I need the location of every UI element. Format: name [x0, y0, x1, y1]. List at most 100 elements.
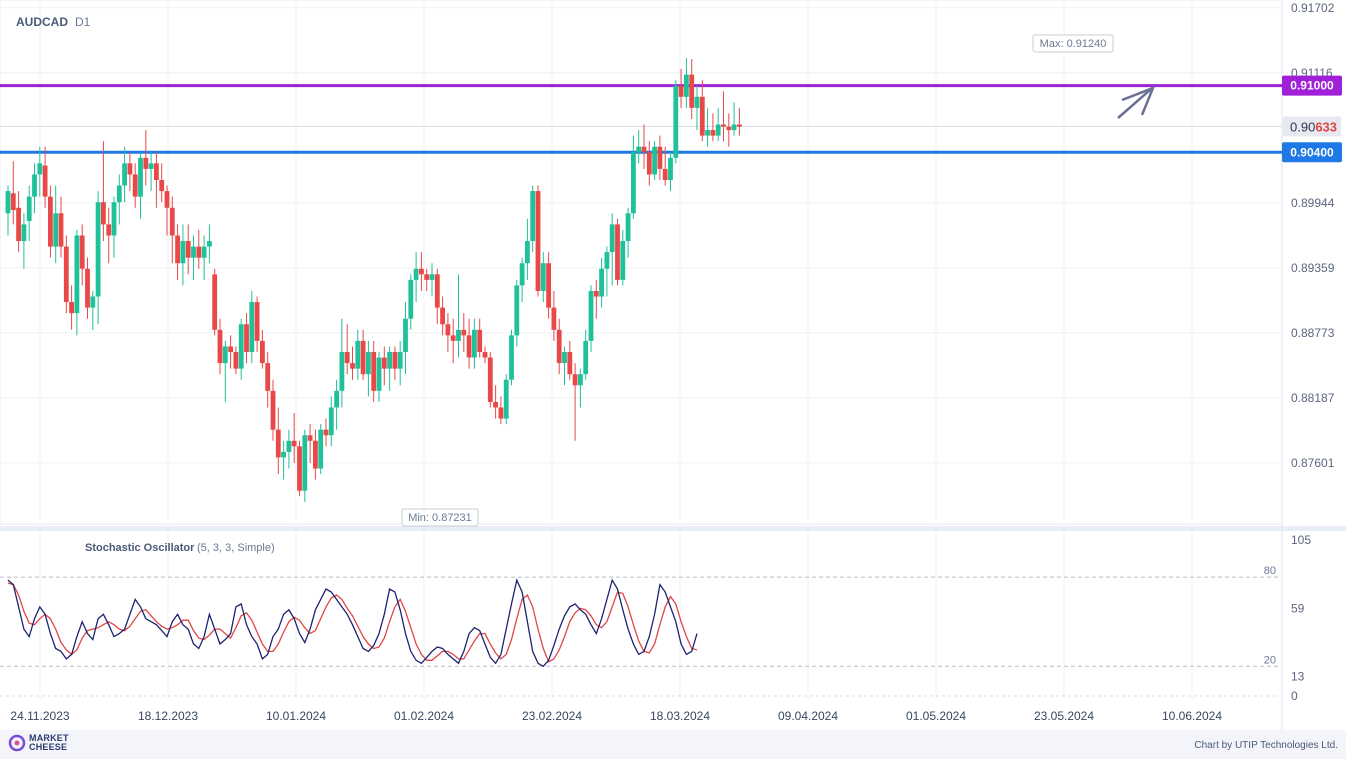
bullish-candle: [519, 257, 525, 303]
bearish-candle: [737, 107, 742, 136]
bearish-candle: [16, 191, 21, 253]
bullish-candle: [652, 141, 657, 180]
bullish-candle: [578, 368, 583, 408]
bearish-candle: [217, 318, 223, 375]
bearish-candle: [323, 418, 329, 447]
max-label: Max: 0.91240: [1040, 38, 1107, 50]
bullish-candle: [111, 196, 117, 258]
y-tick-label: 0.91702: [1291, 1, 1335, 15]
bullish-candle: [397, 340, 403, 386]
bullish-candle: [281, 440, 286, 480]
bearish-candle: [371, 340, 377, 402]
bearish-candle: [440, 296, 445, 336]
y-tick-label: 0.87601: [1291, 456, 1335, 470]
bullish-candle: [583, 329, 589, 380]
bearish-candle: [159, 163, 165, 203]
osc-y-tick-label: 0: [1291, 689, 1298, 703]
level-badge-text: 0.91000: [1290, 79, 1334, 93]
bearish-candle: [657, 135, 663, 180]
bullish-candle: [26, 185, 32, 242]
bullish-candle: [53, 185, 59, 264]
bearish-candle: [445, 313, 451, 352]
support-resistance-levels: [0, 84, 1282, 154]
price-axis: 0.917020.911160.899440.893590.887730.881…: [1282, 1, 1342, 470]
bullish-candle: [715, 107, 721, 142]
oscillator-title: Stochastic Oscillator: [85, 542, 195, 554]
bearish-candle: [350, 346, 355, 380]
bearish-candle: [699, 80, 705, 142]
chart-symbol: AUDCAD: [16, 15, 68, 29]
x-tick-label: 23.02.2024: [522, 709, 582, 723]
bullish-candle: [403, 302, 408, 375]
bearish-candle: [260, 329, 265, 369]
bearish-candle: [482, 346, 488, 364]
bullish-candle: [328, 396, 334, 447]
bullish-candle: [620, 229, 626, 286]
x-tick-label: 09.04.2024: [778, 709, 838, 723]
bullish-candle: [731, 102, 737, 136]
stochastic-d-line: [7, 582, 698, 663]
grid: [0, 0, 1346, 730]
bearish-candle: [307, 424, 313, 463]
bearish-candle: [196, 229, 202, 269]
bearish-candle: [313, 429, 318, 480]
y-tick-label: 0.88773: [1291, 326, 1335, 340]
bearish-candle: [466, 318, 472, 369]
bullish-candle: [74, 229, 80, 336]
bearish-candle: [461, 313, 467, 352]
bullish-candle: [238, 318, 244, 380]
bearish-candle: [254, 296, 260, 352]
bullish-candle: [339, 318, 345, 408]
y-tick-label: 0.89944: [1291, 196, 1335, 210]
bearish-candle: [662, 146, 668, 186]
osc-y-tick-label: 105: [1291, 533, 1311, 547]
bullish-candle: [366, 340, 371, 397]
bearish-candle: [175, 224, 180, 280]
bullish-candle: [609, 213, 615, 286]
current-price-badge: [1283, 116, 1341, 137]
bearish-candle: [275, 407, 281, 475]
min-label: Min: 0.87231: [408, 512, 472, 524]
max-annotation: Max: 0.91240: [1032, 34, 1114, 53]
osc-y-tick-label: 59: [1291, 601, 1305, 615]
x-tick-label: 24.11.2023: [10, 709, 69, 723]
bullish-candle: [694, 85, 700, 131]
bullish-candle: [509, 329, 514, 386]
bearish-candle: [42, 146, 48, 208]
svg-text:MARKET: MARKET: [29, 733, 69, 743]
bullish-candle: [138, 152, 143, 219]
bearish-candle: [228, 335, 233, 369]
bearish-candle: [424, 268, 430, 291]
bullish-candle: [286, 429, 292, 469]
bullish-candle: [625, 207, 631, 258]
bullish-candle: [222, 340, 228, 402]
bullish-candle: [631, 135, 636, 219]
x-tick-label: 10.06.2024: [1162, 709, 1222, 723]
bearish-candle: [551, 290, 557, 341]
bearish-candle: [726, 113, 732, 147]
bearish-candle: [572, 363, 578, 441]
osc-level-label: 20: [1264, 654, 1276, 666]
market-cheese-logo: MARKET CHEESE: [8, 733, 69, 752]
bullish-candle: [673, 80, 679, 164]
bearish-candle: [344, 324, 350, 375]
bearish-candle: [233, 346, 239, 375]
bearish-candle: [244, 313, 249, 364]
oscillator-params: (5, 3, 3, Simple): [197, 542, 275, 554]
bearish-candle: [419, 252, 424, 291]
bearish-candle: [360, 329, 366, 380]
bullish-candle: [562, 346, 567, 386]
bullish-candle: [604, 246, 610, 297]
bearish-candle: [477, 318, 483, 358]
bullish-candle: [503, 374, 509, 425]
bullish-candle: [191, 235, 196, 280]
bullish-candle: [90, 290, 96, 330]
x-tick-label: 01.05.2024: [906, 709, 966, 723]
bullish-candle: [413, 252, 419, 303]
bullish-candle: [32, 163, 37, 214]
bullish-candle: [355, 329, 361, 380]
stochastic-oscillator-panel: 105 59 13 0 80 20: [0, 533, 1311, 703]
bullish-candle: [37, 146, 43, 197]
bullish-candle: [514, 279, 520, 347]
